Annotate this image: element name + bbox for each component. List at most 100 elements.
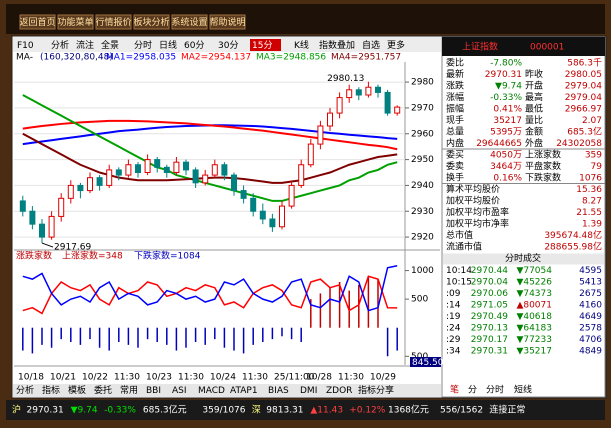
chart-toolbar-item[interactable]: 指数叠加 [319, 39, 355, 51]
candle-body [39, 223, 45, 238]
tab[interactable]: ZDOR [326, 386, 352, 396]
chart-toolbar-item[interactable]: 日线 [159, 39, 177, 51]
indicator-label: 下跌家数=1084 [134, 250, 201, 262]
candle-body [163, 166, 170, 173]
quote-value: 0.41% [493, 105, 522, 115]
tab[interactable]: 指标 [42, 384, 60, 396]
quote-label: 最高 [525, 91, 543, 103]
tab[interactable]: DMI [300, 386, 317, 396]
trade-time: :19 [446, 312, 461, 322]
quote-label: 委比 [446, 57, 464, 69]
quote-tab[interactable]: 短线 [514, 384, 532, 396]
trade-price: 2970.04 [471, 278, 508, 288]
toolbar-button[interactable] [57, 14, 94, 30]
trade-price: 2971.05 [471, 301, 508, 311]
chart-toolbar-item[interactable]: 分析 [51, 39, 69, 51]
candle-body [288, 184, 295, 207]
candle-body [29, 210, 36, 225]
trade-time: :14 [446, 301, 461, 311]
quote-value: -0.33% [490, 93, 522, 103]
stat-value: 1.39 [582, 220, 602, 230]
chart-toolbar-item[interactable]: 30分 [218, 40, 238, 51]
toolbar-button[interactable] [171, 14, 208, 30]
candle-body [317, 125, 324, 145]
quote-tab[interactable]: 分时 [486, 384, 504, 396]
toolbar-button-label: 板块分析 [133, 16, 169, 28]
y-tick-label: 500 [411, 295, 428, 305]
candle-body [211, 164, 218, 176]
quote-value: 35217 [493, 116, 522, 126]
toolbar-button[interactable] [95, 14, 132, 30]
y-tick-label: 2980 [411, 78, 434, 88]
toolbar-button[interactable] [19, 14, 56, 30]
chart-toolbar-item[interactable]: 分时 [134, 39, 152, 51]
tab[interactable]: 常用 [120, 384, 138, 396]
quote-value: 2980.05 [565, 70, 602, 80]
candle-body [231, 174, 237, 192]
quote-value: 685.3亿 [567, 126, 602, 138]
trade-time: :34 [446, 347, 461, 357]
quote-tab[interactable]: 分 [468, 385, 477, 396]
quote-label: 涨幅 [446, 91, 464, 103]
ma-legend-item: MA4=2951.757 [331, 53, 401, 63]
candle-body [250, 197, 257, 212]
tab[interactable]: 分析 [16, 384, 34, 396]
quote-title: 上证指数 [462, 41, 498, 53]
tab[interactable]: ASI [172, 386, 187, 396]
status-item: ▼9.74 [71, 406, 98, 416]
chart-toolbar-item[interactable]: 全景 [101, 39, 119, 51]
chart-toolbar-item[interactable]: F10 [17, 41, 34, 51]
trade-volume: ▼40618 [516, 312, 552, 322]
y-tick-label: 2970 [411, 103, 434, 113]
y-tick-label: 2960 [411, 129, 434, 139]
tab[interactable]: 模板 [68, 384, 86, 396]
chart-toolbar-item[interactable]: 自选 [362, 39, 380, 51]
quote-label: 委买 [446, 149, 464, 161]
trade-volume: ▼74373 [516, 289, 552, 299]
indicator-label: 上涨家数=348 [62, 250, 123, 262]
toolbar-button-label: 行情报价 [95, 16, 131, 28]
candle-body [259, 210, 266, 220]
stat-value: 288655.98亿 [544, 241, 602, 253]
chart-toolbar-item[interactable]: 流注 [76, 39, 94, 51]
chart-toolbar-item[interactable]: K线 [294, 39, 309, 51]
quote-label: 外盘 [525, 137, 543, 149]
tab[interactable]: 委托 [94, 384, 112, 396]
tab[interactable]: ATAP1 [230, 386, 258, 396]
trade-volume: ▼45226 [516, 278, 552, 288]
quote-value: ▼9.74 [495, 82, 522, 92]
candle-body [336, 97, 343, 114]
quote-value: 2966.97 [565, 105, 602, 115]
status-item: 685.3亿元 [143, 404, 187, 416]
tab[interactable]: BBI [146, 386, 161, 396]
quote-value: 5395万 [490, 128, 522, 138]
ma-legend-item: MA2=2954.137 [181, 53, 251, 63]
x-tick-label: 10/22 [82, 373, 108, 383]
y-tick-label: 2930 [411, 207, 434, 217]
toolbar-button[interactable] [209, 14, 246, 30]
stat-label: 加权平均市净率 [446, 218, 509, 230]
x-tick-label: 25/11:00 [274, 373, 315, 383]
chart-toolbar-item[interactable]: 更多 [387, 39, 405, 51]
tab[interactable]: MACD [198, 386, 225, 396]
status-item: 359/1076 [202, 406, 245, 416]
ma-line [22, 94, 398, 202]
tab[interactable]: 指标分享 [358, 384, 394, 396]
stat-value: 395674.48亿 [544, 229, 602, 241]
quote-tab[interactable]: 笔 [450, 384, 459, 396]
quote-label: 最新 [446, 68, 464, 80]
tab[interactable]: BIAS [268, 386, 289, 396]
ma-legend-item: MA3=2948.856 [256, 53, 326, 63]
chart-toolbar-item[interactable]: 60分 [184, 40, 204, 51]
status-item: 556/1562 [440, 406, 483, 416]
toolbar-button[interactable] [133, 14, 170, 30]
candle-body [173, 161, 180, 174]
trade-time: :24 [446, 324, 461, 334]
readout-box [410, 357, 441, 367]
candle-body [96, 177, 103, 186]
x-tick-label: 11:30 [114, 373, 140, 383]
quote-label: 开盘 [525, 80, 543, 92]
candle-body [346, 89, 353, 99]
chart-toolbar-item[interactable]: 15分 [252, 40, 272, 51]
stat-label: 加权平均股价 [446, 195, 500, 207]
